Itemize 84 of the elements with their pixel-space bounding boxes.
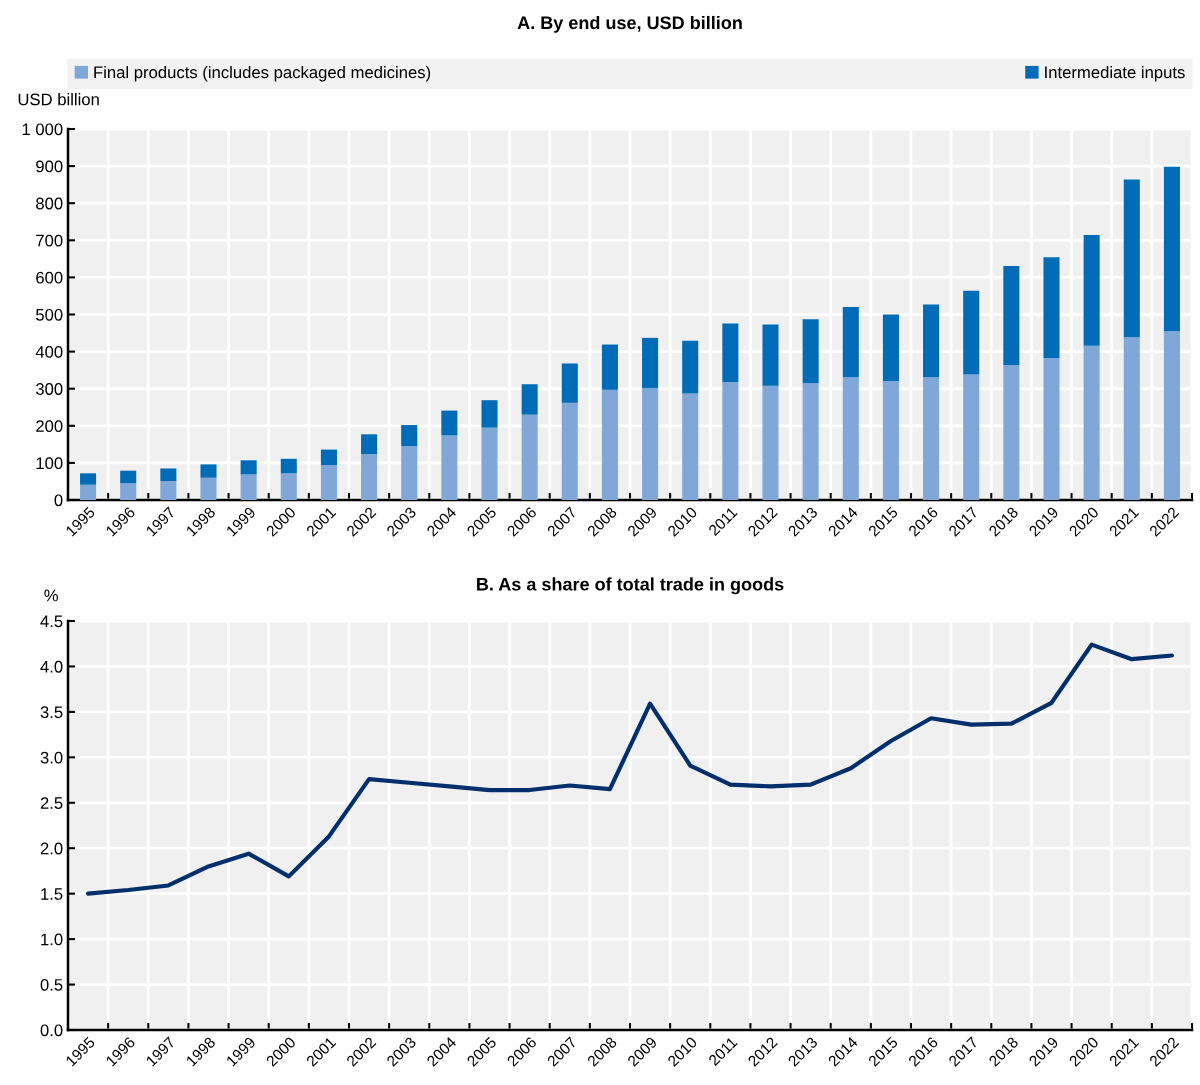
bar [882,314,899,381]
y-tick-label: 700 [36,234,63,247]
bar [401,425,418,447]
legend-label: Final products (includes packaged medicines) [94,65,431,82]
bar [1123,337,1140,500]
bar [441,410,458,436]
y-tick-label: 3.0 [40,751,63,764]
y-tick-label: 2.0 [40,842,63,855]
line-series [85,642,1175,896]
bar [802,383,819,500]
y-tick-label: 0.0 [40,1024,63,1037]
y-tick-label: 0.5 [40,978,63,991]
bar [802,319,819,384]
bar [722,323,739,383]
bar [120,483,137,500]
bar [561,402,578,500]
bar [521,384,538,415]
bar [1083,235,1100,346]
chart-title: B. As a share of total trade in goods [477,577,784,595]
y-tick-label: 0 [54,494,63,507]
bar [280,473,297,500]
bar [160,481,177,500]
bar [361,454,378,500]
bar [361,434,378,454]
bar [80,484,97,500]
bar [481,427,498,500]
bar [762,324,779,386]
y-axis-title: % [44,589,58,602]
y-tick-label: 900 [36,160,63,173]
bar [120,470,137,484]
bar [963,374,980,500]
bar [561,363,578,403]
bar [1003,265,1020,365]
bar [601,389,618,500]
bar [80,473,97,485]
bar [320,465,337,500]
legend-label: Intermediate inputs [1045,65,1185,82]
bar [240,460,257,475]
bar [923,304,940,378]
y-tick-label: 1 000 [22,123,63,136]
bar [401,446,418,500]
y-tick-label: 3.5 [40,706,63,719]
bar [1083,345,1100,500]
bar [320,449,337,466]
y-tick-label: 100 [36,457,63,470]
y-tick-label: 500 [36,308,63,321]
bar [1043,357,1060,500]
bar [1163,331,1180,500]
y-tick-label: 2.5 [40,797,63,809]
bar [240,474,257,500]
y-tick-label: 400 [35,346,63,358]
bar [1003,364,1020,500]
bar [160,468,177,482]
chart-title: A. By end use, USD billion [517,15,742,33]
bar [642,337,659,388]
y-tick-label: 300 [35,383,63,395]
y-tick-label: 600 [36,271,63,284]
y-tick-label: 1.0 [41,933,63,946]
bar [200,464,217,478]
bar [280,458,297,474]
bar [722,382,739,500]
bar [642,387,659,500]
bar [601,344,618,390]
y-tick-label: 1.5 [41,888,63,900]
bar [762,385,779,500]
y-tick-label: 4.5 [40,615,63,628]
y-tick-label: 800 [36,197,63,210]
bar [842,307,859,378]
bar [521,414,538,500]
y-axis-title: USD billion [18,93,99,106]
bar [682,340,699,394]
bar [1163,166,1180,332]
bar [1123,179,1140,338]
bar [963,290,980,375]
y-tick-label: 200 [36,420,63,432]
bar [882,380,899,500]
bar [441,435,458,500]
bar [481,400,498,428]
bar [842,377,859,500]
bar [923,377,940,500]
bar [682,393,699,500]
bar [200,477,217,500]
y-tick-label: 4.0 [40,660,63,673]
bar [1043,257,1060,358]
